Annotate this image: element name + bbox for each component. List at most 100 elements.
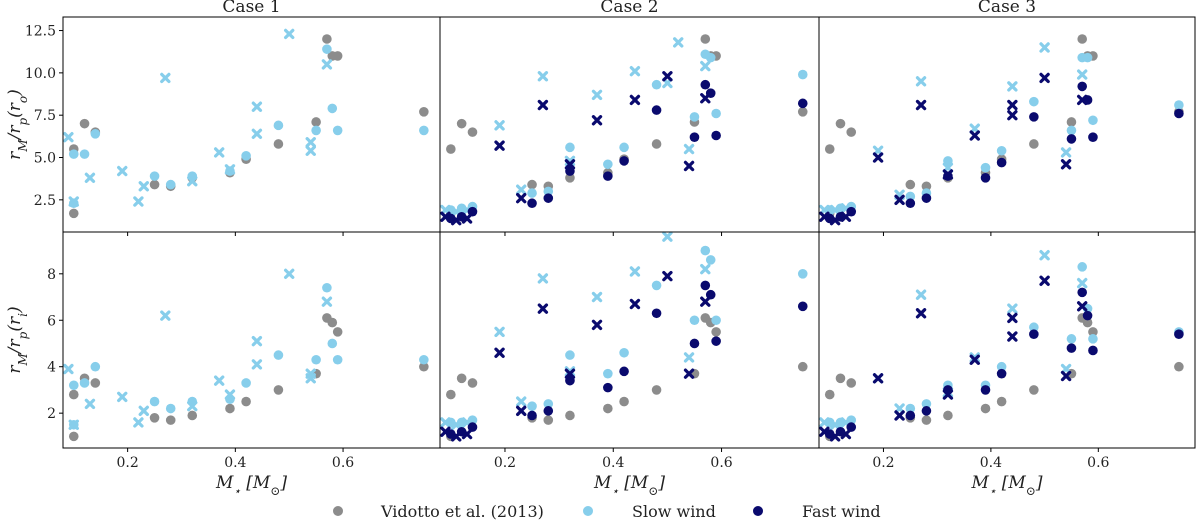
data-point-fast: [1077, 81, 1087, 92]
data-point-slow: [565, 350, 575, 360]
legend-marker-vidotto: [333, 506, 343, 516]
data-point-fast-cross: [683, 160, 695, 172]
data-point-fast-cross: [591, 319, 603, 331]
data-point-slow-cross: [160, 310, 171, 321]
data-point-slow-cross: [133, 196, 144, 207]
data-point-slow: [149, 396, 160, 407]
data-point-vidotto: [446, 144, 456, 154]
data-point-fast-cross: [629, 94, 641, 106]
data-point-vidotto: [311, 117, 321, 127]
data-point-fast-cross: [451, 214, 462, 226]
data-point-fast-cross: [516, 405, 527, 417]
data-point-slow-cross: [662, 231, 673, 242]
data-point-slow: [921, 399, 932, 409]
panel-title: Case 2: [600, 0, 658, 17]
data-point-vidotto: [446, 389, 456, 400]
data-point-fast: [1066, 134, 1077, 144]
data-point-fast-cross: [829, 214, 841, 226]
data-point-slow-cross: [187, 176, 198, 187]
data-point-slow: [68, 149, 79, 159]
data-point-vidotto: [1029, 139, 1039, 149]
data-point-vidotto: [456, 118, 467, 129]
data-point-vidotto: [1077, 34, 1087, 44]
data-point-vidotto: [527, 179, 537, 190]
panel-6: 0.2 0.4 0.6 M⋆ [M⊙]: [818, 231, 1196, 498]
data-point-slow-cross: [187, 400, 198, 412]
data-point-vidotto: [165, 415, 176, 425]
data-point-slow: [90, 129, 101, 139]
data-point-fast-cross: [1076, 94, 1088, 106]
data-point-slow-cross: [451, 419, 462, 430]
data-point-fast-cross: [516, 192, 527, 204]
data-point-slow-cross: [284, 268, 295, 280]
data-point-slow: [565, 142, 575, 153]
x-tick-label: 0.6: [332, 455, 354, 471]
data-point-fast-cross: [840, 428, 852, 440]
data-point-slow: [980, 162, 991, 173]
data-point-fast: [1088, 132, 1098, 142]
data-point-fast: [651, 105, 662, 115]
data-point-slow: [419, 354, 429, 365]
data-point-fast: [700, 79, 711, 90]
data-point-fast-cross: [1007, 312, 1018, 324]
data-point-fast-cross: [662, 71, 673, 82]
data-point-fast: [619, 156, 629, 166]
y-tick-label: 12.5: [25, 24, 56, 40]
x-axis-label: M⋆ [M⊙]: [970, 473, 1042, 498]
data-point-slow-cross: [1007, 81, 1018, 92]
data-point-vidotto: [68, 208, 79, 219]
data-point-fast: [996, 368, 1007, 379]
data-point-slow: [651, 280, 662, 291]
data-point-slow: [797, 69, 808, 80]
data-point-vidotto: [467, 378, 478, 388]
data-point-slow-cross: [284, 28, 295, 40]
x-axis-label: M⋆ [M⊙]: [593, 473, 665, 498]
data-point-fast-cross: [915, 308, 927, 319]
data-point-slow-cross: [700, 60, 711, 72]
data-point-slow-cross: [305, 373, 316, 384]
data-point-fast-cross: [683, 368, 695, 379]
data-point-slow-cross: [683, 143, 695, 155]
data-point-vidotto: [419, 107, 429, 117]
data-point-vidotto: [711, 327, 721, 337]
data-point-fast-cross: [1007, 109, 1018, 121]
data-point-vidotto: [1088, 327, 1098, 337]
data-point-fast: [527, 410, 537, 421]
data-point-fast: [651, 308, 662, 319]
data-point-slow-cross: [829, 204, 841, 216]
panel-frame: [818, 231, 1196, 449]
data-point-slow-cross: [591, 89, 603, 101]
data-point-slow: [689, 315, 700, 326]
data-point-vidotto: [467, 127, 478, 137]
data-point-slow: [619, 347, 629, 358]
data-point-slow-cross: [213, 375, 225, 386]
data-point-vidotto: [1174, 361, 1184, 372]
data-point-fast-cross: [1060, 159, 1072, 170]
data-point-slow-cross: [969, 352, 980, 363]
data-point-fast-cross: [915, 99, 927, 111]
y-tick-label: 8: [47, 267, 56, 283]
data-point-slow-cross: [224, 389, 236, 400]
data-point-slow: [705, 255, 716, 265]
data-point-slow-cross: [63, 363, 74, 375]
y-tick-label: 2.5: [34, 193, 56, 209]
data-point-slow: [419, 125, 429, 136]
data-point-vidotto: [273, 385, 284, 395]
legend: Vidotto et al. (2013) Slow wind Fast win…: [333, 502, 881, 521]
data-point-slow-cross: [537, 71, 549, 82]
data-point-fast-cross: [1060, 370, 1072, 382]
panel-title: Case 3: [978, 0, 1036, 17]
data-point-slow-cross: [84, 172, 96, 184]
data-point-vidotto: [332, 51, 343, 61]
data-point-slow: [689, 112, 700, 122]
data-point-slow: [68, 380, 79, 391]
data-point-slow-cross: [629, 266, 641, 277]
data-point-slow-cross: [564, 366, 576, 377]
data-point-slow: [322, 282, 332, 293]
data-point-slow: [543, 399, 554, 409]
data-point-vidotto: [824, 144, 835, 154]
data-point-slow-cross: [1039, 42, 1050, 53]
data-point-fast: [980, 385, 991, 395]
data-point-fast-cross: [494, 347, 505, 358]
